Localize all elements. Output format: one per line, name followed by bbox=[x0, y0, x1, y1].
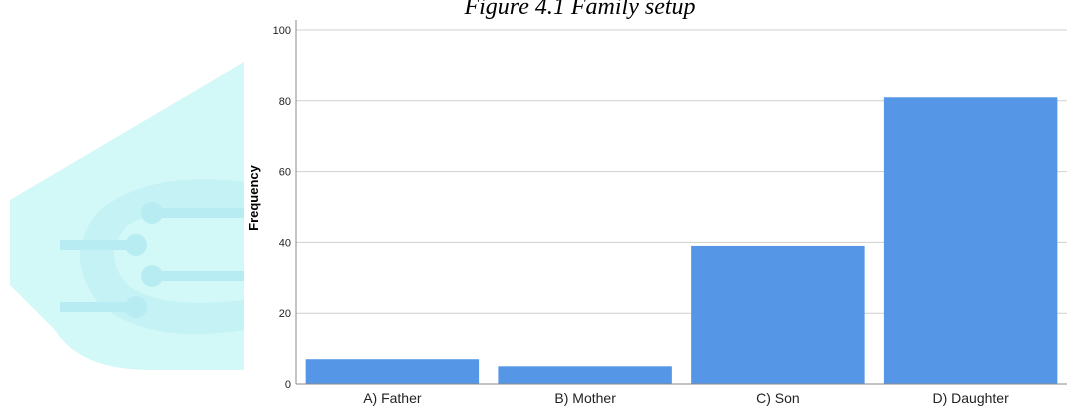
y-tick-label: 80 bbox=[279, 96, 291, 108]
bar bbox=[691, 245, 865, 384]
y-tick-label: 40 bbox=[279, 237, 291, 249]
y-tick-label: 60 bbox=[279, 167, 291, 179]
watermark-circuit-node bbox=[125, 296, 147, 318]
bars bbox=[305, 97, 1058, 384]
watermark-circuit-line bbox=[150, 271, 244, 281]
watermark-circuit-node bbox=[125, 234, 147, 256]
watermark-circuit-line bbox=[60, 302, 140, 312]
watermark-circuit-line bbox=[60, 240, 140, 250]
y-tick-label: 100 bbox=[273, 25, 291, 37]
watermark-circuit-node bbox=[141, 265, 163, 287]
bar bbox=[498, 366, 672, 384]
x-tick-label: B) Mother bbox=[554, 390, 616, 406]
x-tick-label: C) Son bbox=[756, 390, 800, 406]
x-tick-label: A) Father bbox=[363, 390, 422, 406]
watermark-circuit-node bbox=[141, 202, 163, 224]
y-axis-title: Frequency bbox=[246, 164, 261, 231]
watermark-circuit-lines bbox=[60, 202, 244, 318]
x-tick-label: D) Daughter bbox=[932, 390, 1009, 406]
bar bbox=[883, 97, 1058, 384]
watermark-ring bbox=[80, 179, 244, 335]
y-tick-label: 0 bbox=[285, 379, 291, 391]
y-axis-tick-labels: 0 20 40 60 80 100 bbox=[273, 25, 291, 391]
logo-watermark bbox=[10, 62, 244, 370]
chart-title: Figure 4.1 Family setup bbox=[463, 0, 695, 20]
y-tick-label: 20 bbox=[279, 308, 291, 320]
watermark-circuit-line bbox=[150, 208, 244, 218]
bar bbox=[305, 359, 480, 384]
x-axis-category-labels: A) Father B) Mother C) Son D) Daughter bbox=[363, 390, 1009, 406]
